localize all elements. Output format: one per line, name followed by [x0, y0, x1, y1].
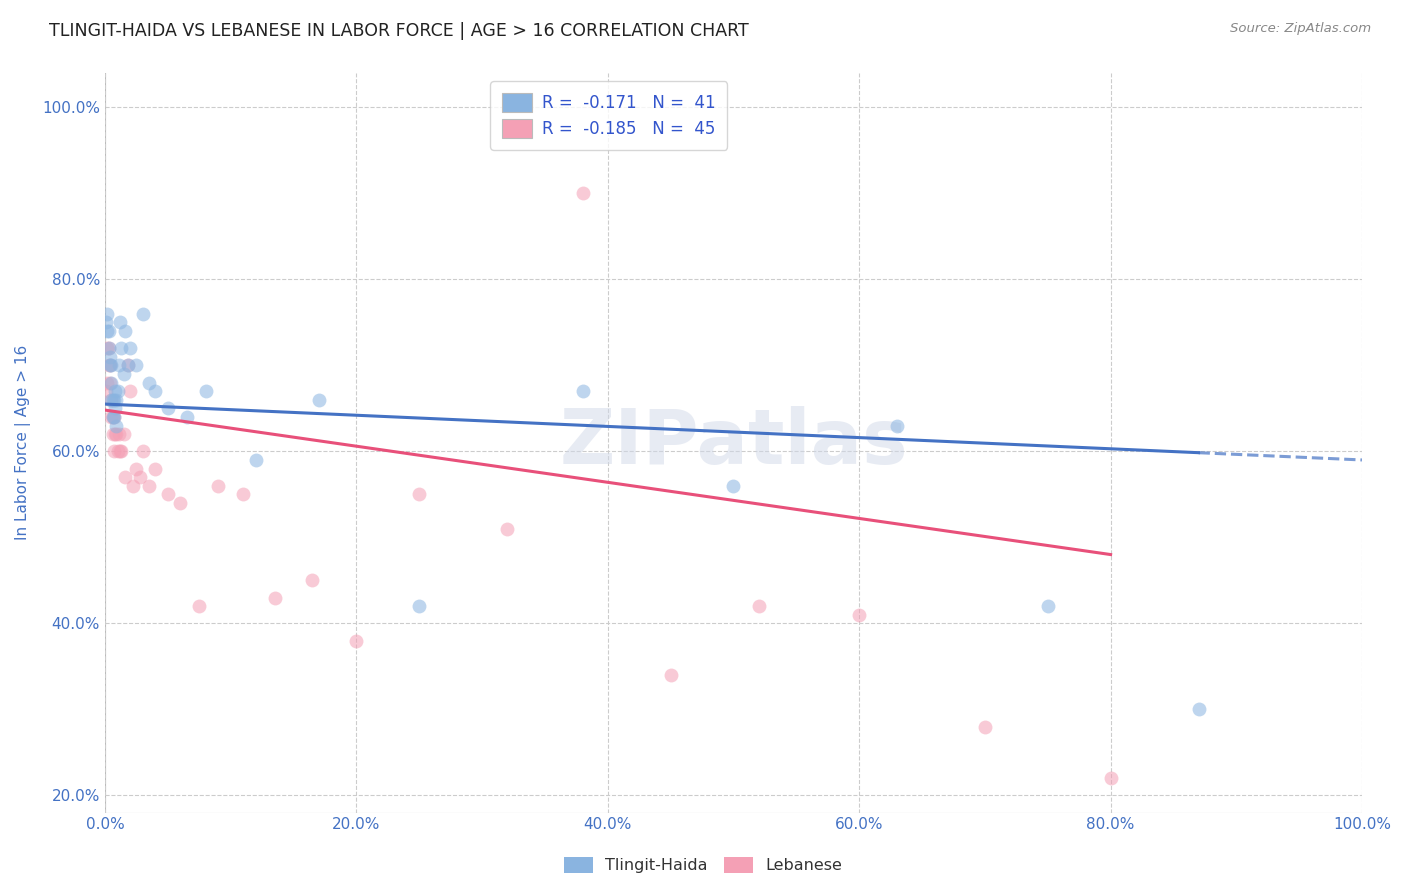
Point	[659, 668, 682, 682]
Point	[112, 427, 135, 442]
Point	[1036, 599, 1059, 614]
Point	[96, 341, 118, 355]
Y-axis label: In Labor Force | Age > 16: In Labor Force | Age > 16	[15, 345, 31, 541]
Point	[101, 409, 124, 424]
Point	[107, 384, 129, 399]
Point	[1187, 702, 1209, 716]
Point	[120, 341, 142, 355]
Point	[107, 427, 129, 442]
Point	[100, 359, 122, 373]
Point	[156, 487, 179, 501]
Point	[101, 392, 124, 407]
Point	[108, 444, 131, 458]
Point	[169, 496, 191, 510]
Legend: R =  -0.171   N =  41, R =  -0.185   N =  45: R = -0.171 N = 41, R = -0.185 N = 45	[491, 81, 727, 150]
Point	[98, 376, 121, 390]
Point	[125, 461, 148, 475]
Point	[125, 359, 148, 373]
Point	[101, 409, 124, 424]
Point	[100, 392, 122, 407]
Point	[104, 427, 127, 442]
Point	[101, 427, 124, 442]
Point	[107, 359, 129, 373]
Point	[138, 479, 160, 493]
Point	[138, 376, 160, 390]
Point	[848, 607, 870, 622]
Point	[96, 307, 118, 321]
Point	[96, 376, 118, 390]
Point	[103, 392, 125, 407]
Point	[98, 350, 121, 364]
Point	[108, 315, 131, 329]
Point	[107, 444, 129, 458]
Point	[103, 444, 125, 458]
Point	[207, 479, 229, 493]
Point	[143, 384, 166, 399]
Point	[117, 359, 139, 373]
Point	[114, 470, 136, 484]
Point	[104, 384, 127, 399]
Point	[96, 384, 118, 399]
Point	[98, 359, 121, 373]
Point	[131, 307, 153, 321]
Point	[723, 479, 745, 493]
Point	[110, 341, 132, 355]
Point	[105, 418, 128, 433]
Point	[194, 384, 217, 399]
Point	[97, 341, 120, 355]
Point	[408, 599, 430, 614]
Point	[232, 487, 254, 501]
Point	[104, 401, 127, 416]
Point	[748, 599, 770, 614]
Point	[344, 633, 367, 648]
Point	[571, 384, 593, 399]
Point	[176, 409, 198, 424]
Point	[103, 409, 125, 424]
Point	[121, 479, 143, 493]
Point	[1099, 771, 1122, 785]
Point	[97, 341, 120, 355]
Text: TLINGIT-HAIDA VS LEBANESE IN LABOR FORCE | AGE > 16 CORRELATION CHART: TLINGIT-HAIDA VS LEBANESE IN LABOR FORCE…	[49, 22, 749, 40]
Point	[143, 461, 166, 475]
Text: ZIPatlas: ZIPatlas	[560, 406, 908, 480]
Point	[245, 453, 267, 467]
Point	[408, 487, 430, 501]
Point	[120, 384, 142, 399]
Point	[105, 392, 128, 407]
Point	[96, 315, 118, 329]
Point	[110, 444, 132, 458]
Point	[96, 324, 118, 338]
Point	[131, 444, 153, 458]
Point	[886, 418, 908, 433]
Point	[112, 367, 135, 381]
Point	[97, 359, 120, 373]
Point	[129, 470, 152, 484]
Point	[97, 324, 120, 338]
Point	[263, 591, 285, 605]
Point	[301, 574, 323, 588]
Point	[100, 392, 122, 407]
Point	[100, 376, 122, 390]
Point	[114, 324, 136, 338]
Point	[98, 359, 121, 373]
Point	[973, 720, 995, 734]
Point	[308, 392, 330, 407]
Text: Source: ZipAtlas.com: Source: ZipAtlas.com	[1230, 22, 1371, 36]
Point	[156, 401, 179, 416]
Point	[103, 409, 125, 424]
Point	[188, 599, 211, 614]
Legend: Tlingit-Haida, Lebanese: Tlingit-Haida, Lebanese	[557, 850, 849, 880]
Point	[105, 427, 128, 442]
Point	[571, 186, 593, 201]
Point	[496, 522, 519, 536]
Point	[100, 409, 122, 424]
Point	[117, 359, 139, 373]
